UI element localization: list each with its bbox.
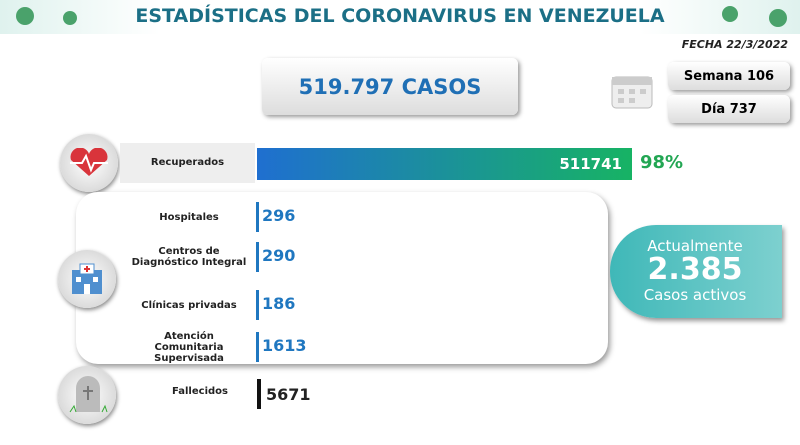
recovered-percent: 98% — [640, 152, 684, 173]
title: ESTADÍSTICAS DEL CORONAVIRUS EN VENEZUEL… — [135, 5, 665, 27]
row-label: Atención Comunitaria Supervisada — [154, 330, 224, 364]
row-value: 290 — [262, 246, 296, 265]
row-bar — [256, 332, 259, 362]
row-bar — [256, 202, 259, 232]
total-cases: 519.797 CASOS — [262, 58, 518, 115]
heart-shape — [70, 148, 108, 176]
active-value: 2.385 — [647, 252, 743, 287]
row-value: 1613 — [262, 336, 307, 355]
row-bar — [256, 242, 259, 272]
virus-icons — [16, 6, 787, 27]
recovered-value: 511741 — [559, 155, 622, 173]
week: Semana 106 — [668, 62, 790, 90]
row-label: Clínicas privadas — [141, 299, 237, 311]
row-value: 186 — [262, 294, 296, 313]
deaths-bar — [257, 379, 261, 409]
hospital-shape — [72, 263, 102, 294]
row-bar — [256, 290, 259, 320]
header-band — [0, 0, 800, 34]
row-label: Hospitales — [159, 211, 219, 223]
recovered-label: Recuperados — [120, 143, 255, 183]
deaths-label: Fallecidos — [172, 386, 228, 397]
grave-shape — [69, 376, 108, 413]
deaths-value: 5671 — [266, 385, 311, 404]
calendar-icon — [611, 76, 653, 109]
active-heading: Actualmente — [647, 237, 743, 255]
row-value: 296 — [262, 206, 296, 225]
active-panel — [76, 192, 608, 364]
day: Día 737 — [668, 95, 790, 123]
recovered-bar — [257, 148, 632, 180]
date: FECHA 22/3/2022 — [681, 38, 788, 51]
active-caption: Casos activos — [643, 286, 747, 304]
active-bubble — [610, 225, 782, 318]
row-label: Centros de Diagnóstico Integral — [131, 246, 247, 268]
